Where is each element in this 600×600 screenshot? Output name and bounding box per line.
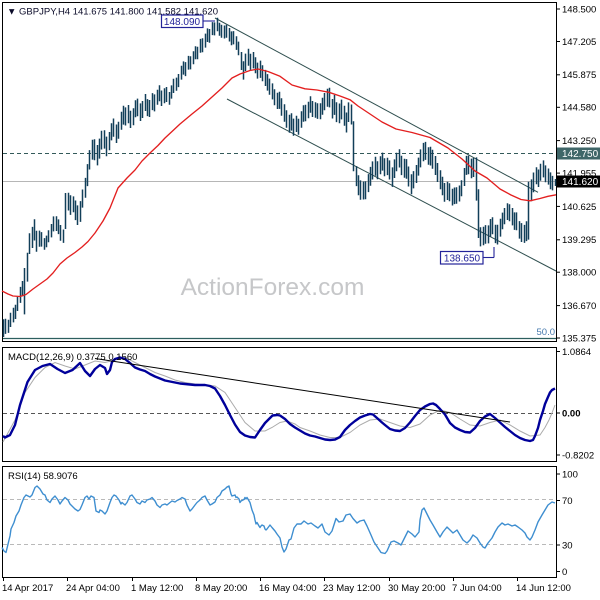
svg-text:14 Jun 12:00: 14 Jun 12:00: [516, 583, 571, 594]
svg-text:70: 70: [562, 496, 573, 507]
svg-text:8 May 20:00: 8 May 20:00: [195, 583, 247, 594]
svg-text:30 May 20:00: 30 May 20:00: [388, 583, 446, 594]
svg-text:139.295: 139.295: [562, 235, 596, 246]
svg-text:138.000: 138.000: [562, 268, 596, 279]
svg-text:MACD(12,26,9) 0.3775 0.1560: MACD(12,26,9) 0.3775 0.1560: [8, 352, 137, 363]
svg-text:100: 100: [562, 469, 578, 480]
svg-text:143.250: 143.250: [562, 136, 596, 147]
svg-text:RSI(14) 58.9076: RSI(14) 58.9076: [8, 471, 78, 482]
svg-text:135.375: 135.375: [562, 333, 596, 344]
svg-text:23 May 12:00: 23 May 12:00: [323, 583, 381, 594]
svg-text:141.955: 141.955: [562, 169, 596, 180]
svg-text:0.00: 0.00: [562, 408, 581, 419]
svg-text:136.670: 136.670: [562, 301, 596, 312]
svg-text:14 Apr 2017: 14 Apr 2017: [2, 583, 53, 594]
svg-text:138.650: 138.650: [444, 254, 481, 265]
svg-text:142.750: 142.750: [562, 149, 599, 160]
svg-text:147.205: 147.205: [562, 37, 596, 48]
svg-text:50.0: 50.0: [537, 327, 556, 338]
svg-text:16 May 04:00: 16 May 04:00: [259, 583, 317, 594]
svg-text:-0.8202: -0.8202: [562, 450, 594, 461]
svg-text:141.620: 141.620: [562, 177, 599, 188]
svg-text:24 Apr 04:00: 24 Apr 04:00: [66, 583, 120, 594]
svg-text:1.0864: 1.0864: [562, 347, 591, 358]
svg-text:148.090: 148.090: [164, 17, 201, 28]
svg-text:144.580: 144.580: [562, 103, 596, 114]
svg-text:ActionForex.com: ActionForex.com: [181, 274, 365, 301]
svg-text:145.875: 145.875: [562, 70, 596, 81]
svg-text:0: 0: [562, 567, 567, 578]
svg-text:140.625: 140.625: [562, 202, 596, 213]
svg-text:30: 30: [562, 540, 573, 551]
svg-text:148.500: 148.500: [562, 4, 596, 15]
svg-text:1 May 12:00: 1 May 12:00: [131, 583, 183, 594]
svg-text:7 Jun 04:00: 7 Jun 04:00: [452, 583, 502, 594]
svg-text:▼ GBPJPY,H4 141.675 141.800 1: ▼ GBPJPY,H4 141.675 141.800 141.582 141.…: [7, 7, 218, 18]
